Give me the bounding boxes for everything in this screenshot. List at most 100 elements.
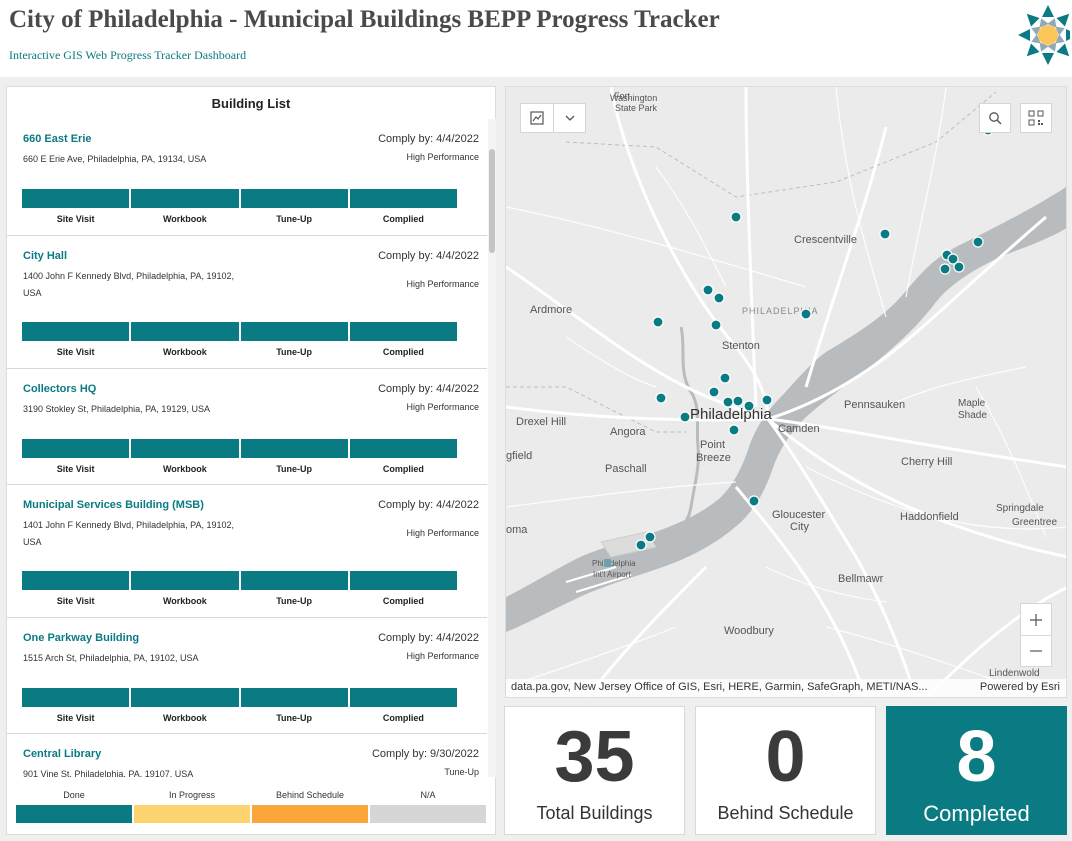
- map-label: Shade: [958, 410, 987, 421]
- comply-by-date: Comply by: 9/30/2022: [371, 748, 479, 760]
- header: City of Philadelphia - Municipal Buildin…: [0, 0, 1072, 77]
- building-name[interactable]: Central Library: [23, 748, 102, 760]
- progress-step-label: Complied: [382, 464, 424, 474]
- legend-label: N/A: [420, 790, 436, 800]
- comply-by-date: Comply by: 4/4/2022: [378, 133, 479, 145]
- performance-status: High Performance: [406, 402, 479, 412]
- map-label: Pennsauken: [844, 399, 905, 411]
- map-label: Angora: [610, 426, 646, 438]
- map-label: Maple: [958, 398, 986, 409]
- building-marker: [679, 411, 691, 423]
- progress-step-label: Site Visit: [56, 464, 95, 474]
- attribution-text[interactable]: data.pa.gov, New Jersey Office of GIS, E…: [511, 681, 928, 693]
- building-marker: [652, 316, 664, 328]
- progress-segment: [240, 571, 348, 590]
- zoom-out-button[interactable]: [1020, 635, 1052, 667]
- building-list[interactable]: 660 East Erie Comply by: 4/4/2022 660 E Er…: [7, 119, 487, 777]
- progress-bars: [22, 688, 457, 707]
- progress-step-label: Tune-Up: [276, 214, 313, 224]
- building-marker: [732, 395, 744, 407]
- legend-label: Behind Schedule: [275, 790, 345, 800]
- progress-bars: [22, 439, 457, 458]
- performance-status: Tune-Up: [444, 767, 479, 777]
- map-label: Breeze: [696, 452, 731, 464]
- qr-code-button[interactable]: [1020, 103, 1052, 133]
- building-list-item[interactable]: Central Library Comply by: 9/30/2022 901 V…: [7, 734, 487, 777]
- building-marker: [728, 424, 740, 436]
- basemap-toggle-button[interactable]: [520, 103, 553, 133]
- map-label: Cherry Hill: [901, 456, 952, 468]
- building-marker: [947, 253, 959, 265]
- map-label: Ardmore: [530, 304, 572, 316]
- progress-step-labels: Site Visit Workbook Tune-Up Complied: [22, 347, 457, 357]
- building-marker: [722, 396, 734, 408]
- building-name[interactable]: One Parkway Building: [23, 632, 140, 644]
- building-marker: [710, 319, 722, 331]
- building-list-scrollbar[interactable]: [488, 119, 496, 777]
- building-name[interactable]: City Hall: [23, 250, 68, 262]
- airport-icon: [604, 559, 611, 567]
- progress-step-label: Workbook: [162, 214, 207, 224]
- progress-segment: [131, 322, 239, 341]
- building-marker: [800, 308, 812, 320]
- map-label: Crescentville: [794, 234, 857, 246]
- building-marker: [702, 284, 714, 296]
- progress-step-label: Site Visit: [56, 713, 95, 723]
- building-marker: [879, 228, 891, 240]
- map-label: Philadelphia: [690, 406, 772, 423]
- building-marker: [713, 292, 725, 304]
- total-buildings-value: 35: [554, 717, 635, 797]
- progress-step-label: Site Visit: [56, 214, 95, 224]
- comply-by-date: Comply by: 4/4/2022: [378, 499, 479, 511]
- progress-segment: [131, 688, 239, 707]
- building-list-item[interactable]: City Hall Comply by: 4/4/2022 1400 John F …: [7, 236, 487, 369]
- building-marker: [644, 531, 656, 543]
- completed-value: 8: [956, 717, 997, 797]
- comply-by-date: Comply by: 4/4/2022: [378, 632, 479, 644]
- progress-step-label: Workbook: [162, 464, 207, 474]
- map-label: Greentree: [1012, 517, 1057, 528]
- building-list-item[interactable]: 660 East Erie Comply by: 4/4/2022 660 E Er…: [7, 119, 487, 236]
- progress-segment: [22, 571, 130, 590]
- progress-step-labels: Site Visit Workbook Tune-Up Complied: [22, 713, 457, 723]
- building-marker: [708, 386, 720, 398]
- progress-step-label: Complied: [382, 214, 424, 224]
- city-logo-icon: [1018, 5, 1070, 65]
- building-address: 660 E Erie Ave, Philadelphia, PA, 19134,…: [23, 154, 207, 164]
- behind-schedule-label: Behind Schedule: [717, 803, 854, 823]
- qr-code-icon: [1028, 110, 1044, 126]
- building-list-item[interactable]: Municipal Services Building (MSB) Comply …: [7, 485, 487, 618]
- progress-step-label: Tune-Up: [276, 347, 313, 357]
- building-marker: [939, 263, 951, 275]
- building-marker: [748, 495, 760, 507]
- building-marker: [743, 400, 755, 412]
- powered-by-esri[interactable]: Powered by Esri: [979, 681, 1060, 693]
- zoom-in-button[interactable]: [1020, 603, 1052, 635]
- map-label: oma: [506, 524, 528, 536]
- building-address: 3190 Stokley St, Philadelphia, PA, 19129…: [23, 404, 210, 414]
- building-name[interactable]: 660 East Erie: [23, 133, 92, 145]
- map-view[interactable]: Fort Washington State Park Crescentville…: [505, 86, 1067, 698]
- progress-step-labels: Site Visit Workbook Tune-Up Complied: [22, 596, 457, 606]
- comply-by-date: Comply by: 4/4/2022: [378, 250, 479, 262]
- search-button[interactable]: [979, 103, 1011, 133]
- map-label: gfield: [506, 450, 532, 462]
- scrollbar-thumb[interactable]: [489, 149, 495, 253]
- map-label: PHILADELPHIA: [742, 306, 819, 316]
- map-label: Point: [700, 439, 725, 451]
- building-list-item[interactable]: Collectors HQ Comply by: 4/4/2022 3190 Sto…: [7, 369, 487, 485]
- progress-segment: [349, 439, 457, 458]
- map-label: Drexel Hill: [516, 416, 566, 428]
- progress-step-label: Tune-Up: [276, 596, 313, 606]
- page-title: City of Philadelphia - Municipal Buildin…: [9, 6, 720, 33]
- basemap[interactable]: Fort Washington State Park Crescentville…: [506, 87, 1067, 698]
- total-buildings-label: Total Buildings: [536, 803, 653, 823]
- building-name[interactable]: Collectors HQ: [23, 383, 97, 395]
- basemap-dropdown-button[interactable]: [553, 103, 586, 133]
- progress-segment: [240, 189, 348, 208]
- progress-bars: [22, 322, 457, 341]
- building-name[interactable]: Municipal Services Building (MSB): [23, 499, 204, 511]
- progress-segment: [131, 189, 239, 208]
- legend-swatch: [16, 805, 132, 823]
- building-list-item[interactable]: One Parkway Building Comply by: 4/4/2022 1…: [7, 618, 487, 734]
